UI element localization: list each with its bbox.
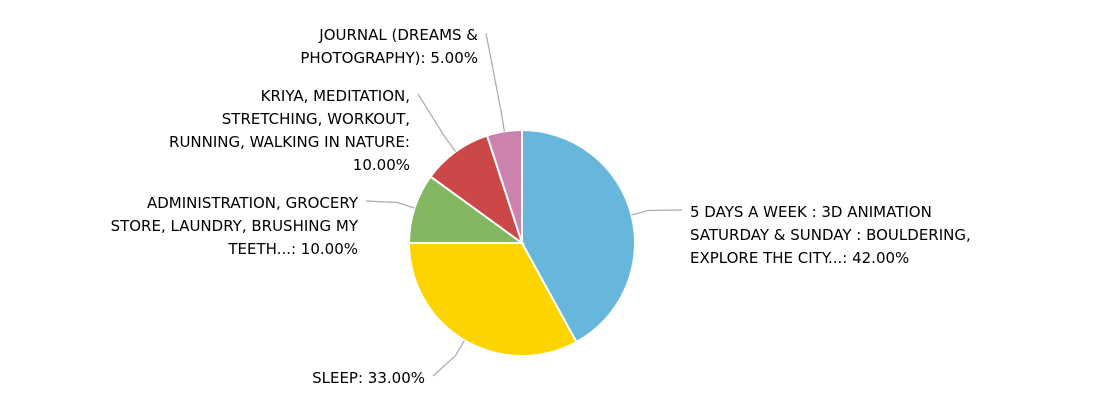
slice-label: KRIYA, MEDITATION, STRETCHING, WORKOUT, RU… xyxy=(169,87,410,174)
leader-line xyxy=(631,209,683,216)
pie-slice xyxy=(429,134,524,246)
slice-label-line: KRIYA, MEDITATION, xyxy=(261,87,410,105)
slice-label-line: SATURDAY & SUNDAY : BOULDERING, xyxy=(690,226,971,244)
slice-label-line: 5 DAYS A WEEK : 3D ANIMATION xyxy=(690,203,932,221)
slice-label-line: 10.00% xyxy=(353,156,410,174)
leader-line xyxy=(365,200,415,209)
slice-label-line: TEETH...: 10.00% xyxy=(227,240,358,258)
leader-line xyxy=(432,339,465,377)
pie-slice xyxy=(485,128,523,244)
leader-line xyxy=(485,32,505,132)
slice-label-line: RUNNING, WALKING IN NATURE: xyxy=(169,133,410,151)
pie-slice xyxy=(407,242,578,357)
slice-label-line: PHOTOGRAPHY): 5.00% xyxy=(300,49,478,67)
slice-label-line: STRETCHING, WORKOUT, xyxy=(222,110,410,128)
slice-label: ADMINISTRATION, GROCERY STORE, LAUNDRY, B… xyxy=(111,194,359,258)
pie-slice xyxy=(407,175,526,244)
slice-label-line: JOURNAL (DREAMS & xyxy=(318,26,478,44)
slice-label-line: STORE, LAUNDRY, BRUSHING MY xyxy=(111,217,359,235)
slice-label: SLEEP: 33.00% xyxy=(312,369,425,387)
slice-label: 5 DAYS A WEEK : 3D ANIMATION SATURDAY & S… xyxy=(690,203,971,267)
slice-label: JOURNAL (DREAMS & PHOTOGRAPHY): 5.00% xyxy=(300,26,478,67)
slice-label-line: ADMINISTRATION, GROCERY xyxy=(147,194,359,212)
slice-label-line: EXPLORE THE CITY...: 42.00% xyxy=(690,249,909,267)
slice-label-line: SLEEP: 33.00% xyxy=(312,369,425,387)
leader-line xyxy=(417,93,457,152)
